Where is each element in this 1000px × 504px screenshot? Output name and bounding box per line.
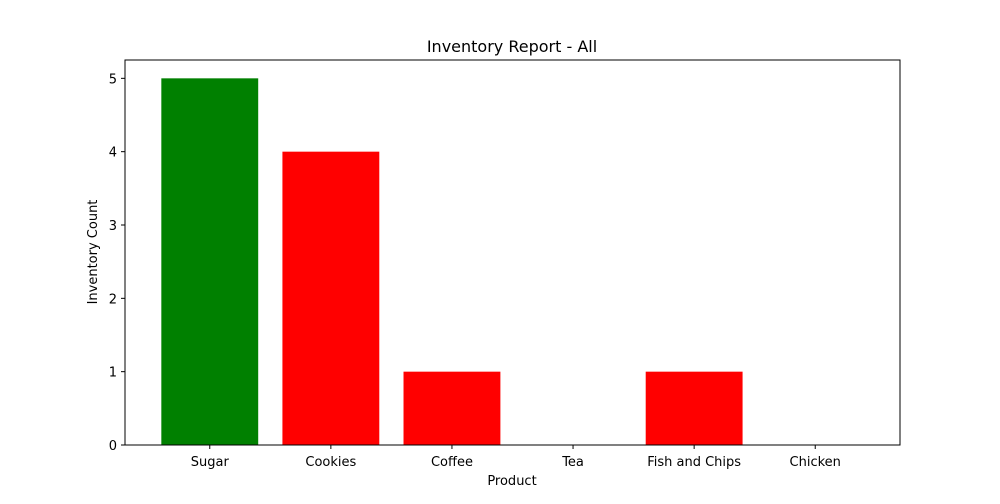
y-tick-label: 4 (109, 146, 117, 161)
x-axis-ticks: Sugar Cookies Coffee Tea Fish and Chips Chick… (191, 445, 841, 470)
bar-coffee (403, 371, 501, 445)
x-tick-label: Fish and Chips (647, 455, 741, 470)
bar-cookies (282, 151, 380, 445)
y-tick-label: 5 (109, 72, 117, 87)
y-axis-label: Inventory Count (86, 200, 101, 305)
x-tick-label: Coffee (431, 455, 473, 470)
y-axis-ticks: 0 1 2 3 4 5 (109, 72, 125, 454)
x-tick-label: Sugar (191, 455, 230, 470)
x-tick-label: Tea (561, 455, 584, 470)
y-tick-label: 1 (109, 366, 117, 381)
x-tick-label: Chicken (790, 455, 841, 470)
y-tick-label: 2 (109, 292, 117, 307)
x-tick-label: Cookies (305, 455, 356, 470)
bar-sugar (161, 78, 259, 445)
chart-title: Inventory Report - All (427, 37, 597, 56)
y-tick-label: 3 (109, 219, 117, 234)
bars (161, 78, 743, 445)
bar-fish-and-chips (645, 371, 743, 445)
y-tick-label: 0 (109, 439, 117, 454)
plot-frame (124, 59, 901, 446)
x-axis-label: Product (487, 474, 536, 489)
